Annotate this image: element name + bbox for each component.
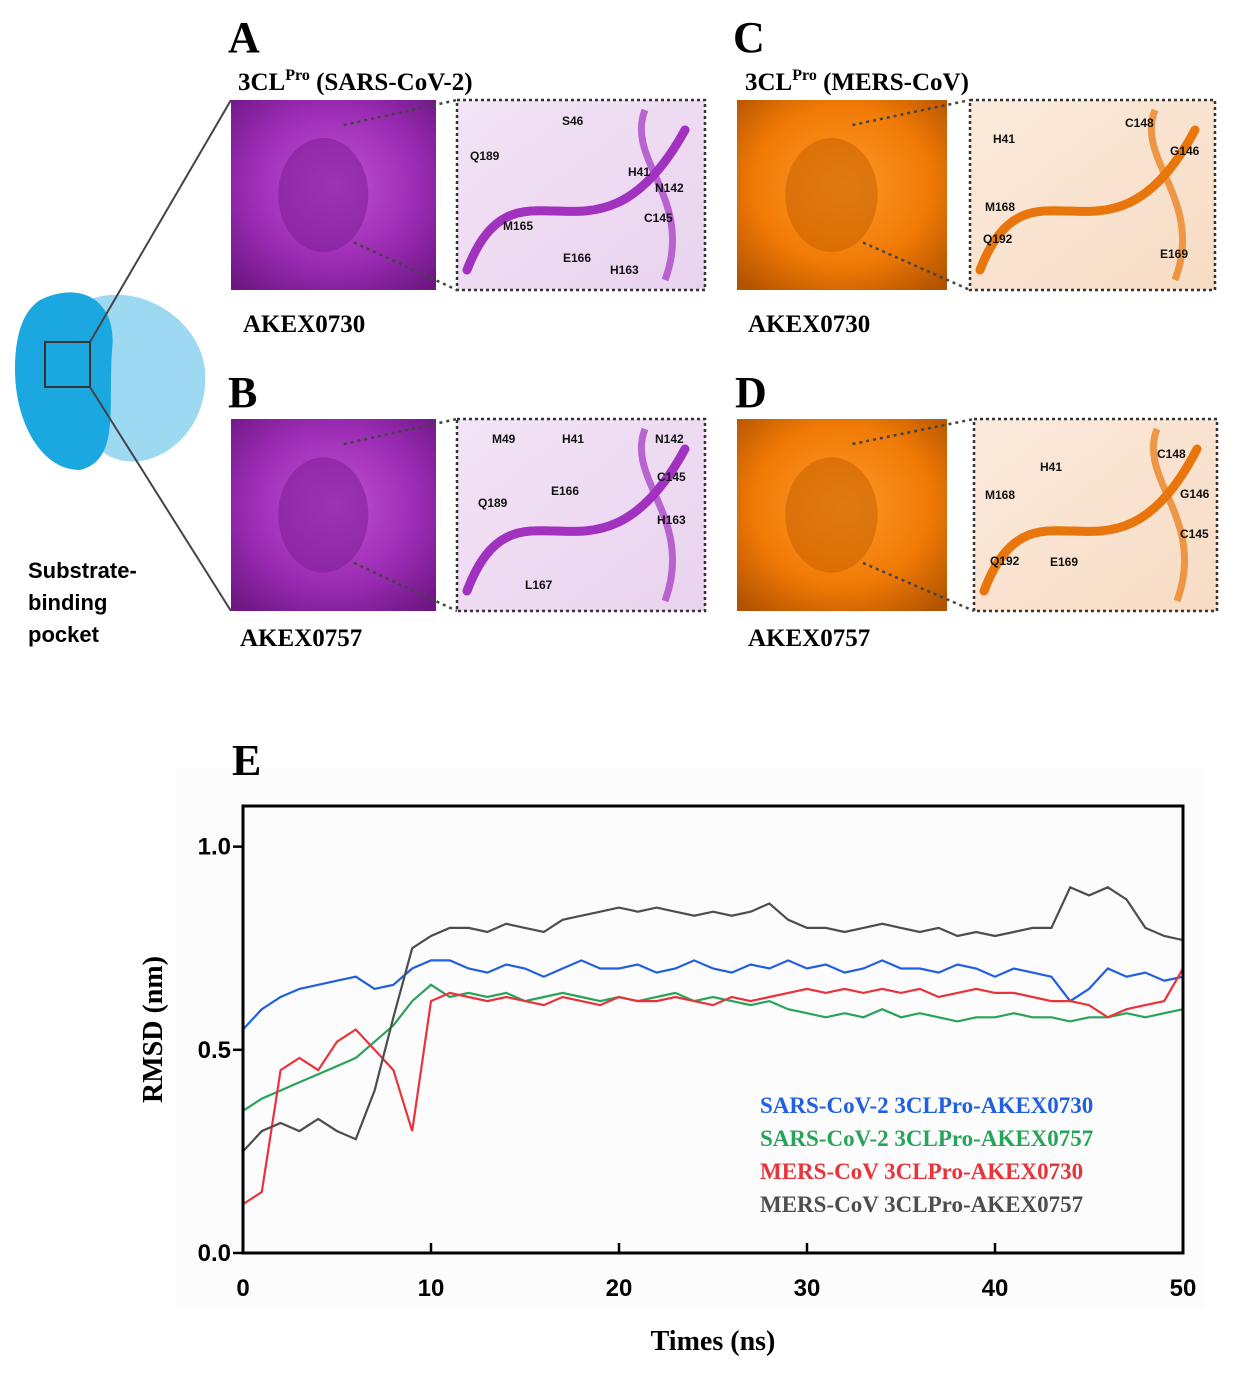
- compound-label: AKEX0730: [243, 311, 365, 338]
- residue-label: H41: [562, 432, 584, 446]
- ribbon: [637, 427, 677, 603]
- residue-label: H163: [657, 513, 686, 527]
- residue-label: H41: [1040, 460, 1062, 474]
- panel-letter: E: [232, 736, 261, 785]
- plot-background: [175, 768, 1205, 1308]
- zoom-connector: [862, 241, 971, 292]
- legend-entry: MERS-CoV 3CLPro-AKEX0757: [760, 1192, 1083, 1217]
- panel: C 3CLPro (MERS-CoV) H41 C148 G146 M168 Q192 E16…: [733, 13, 1217, 338]
- panel-letter: A: [228, 13, 260, 62]
- title-sup: Pro: [792, 67, 817, 84]
- zoom-image: [455, 417, 707, 613]
- panel-letter: D: [735, 368, 767, 417]
- residue-label: H163: [610, 263, 639, 277]
- overview-protein: [15, 99, 232, 612]
- panel-title: 3CLPro (MERS-CoV): [745, 67, 969, 96]
- ribbon: [979, 444, 1202, 596]
- ribbon: [462, 444, 690, 596]
- zoom-connector: [353, 561, 458, 613]
- legend-entry: SARS-CoV-2 3CLPro-AKEX0730: [760, 1093, 1093, 1118]
- zoom-connector: [343, 98, 458, 127]
- zoom-connector: [353, 241, 458, 292]
- residue-label: E169: [1160, 247, 1188, 261]
- title-rest: (SARS-CoV-2): [310, 69, 473, 96]
- residue-label: L167: [525, 578, 553, 592]
- series-line: [243, 959, 1183, 1031]
- compound-label: AKEX0757: [748, 625, 870, 652]
- x-tick-label: 40: [982, 1275, 1009, 1302]
- title-main: 3CL: [745, 69, 792, 96]
- legend-entry: SARS-CoV-2 3CLPro-AKEX0757: [760, 1126, 1093, 1151]
- pocket: [278, 138, 369, 252]
- residue-label: M49: [492, 432, 516, 446]
- residue-label: C148: [1125, 116, 1154, 130]
- panel-letter: B: [228, 368, 257, 417]
- residue-label: M165: [503, 219, 533, 233]
- series-line: [243, 885, 1183, 1153]
- x-axis-label: Times (ns): [651, 1326, 776, 1357]
- overview-label: Substrate-: [28, 558, 137, 583]
- residue-label: Q192: [990, 554, 1020, 568]
- x-tick-label: 30: [794, 1275, 821, 1302]
- y-axis-label: RMSD (nm): [138, 956, 169, 1103]
- x-tick-label: 0: [236, 1275, 249, 1302]
- residue-label: H41: [993, 132, 1015, 146]
- overview-label: binding: [28, 590, 107, 615]
- residue-label: E166: [551, 484, 579, 498]
- residue-label: G146: [1180, 487, 1210, 501]
- residue-label: Q192: [983, 232, 1013, 246]
- ribbon: [462, 125, 690, 275]
- panel-letter: C: [733, 13, 765, 62]
- residue-label: C145: [644, 211, 673, 225]
- panel: B M49 H41 N142 Q189 E166 C145 H163 L167 AKEX0757: [228, 368, 707, 652]
- residue-label: N142: [655, 181, 684, 195]
- residue-label: C145: [1180, 527, 1209, 541]
- compound-label: AKEX0730: [748, 311, 870, 338]
- residue-label: M168: [985, 200, 1015, 214]
- overview-label: pocket: [28, 622, 100, 647]
- residue-label: Q189: [470, 149, 500, 163]
- panel-title: 3CLPro (SARS-CoV-2): [238, 67, 473, 96]
- residue-label: C145: [657, 470, 686, 484]
- ribbon: [1147, 108, 1187, 282]
- title-main: 3CL: [238, 69, 285, 96]
- y-tick-label: 1.0: [198, 834, 231, 861]
- panel: A 3CLPro (SARS-CoV-2) S46 Q189 H41 N142 M165 C1…: [228, 13, 707, 338]
- x-tick-label: 20: [606, 1275, 633, 1302]
- x-tick-label: 10: [418, 1275, 445, 1302]
- title-sup: Pro: [285, 67, 310, 84]
- residue-label: Q189: [478, 496, 508, 510]
- residue-label: E169: [1050, 555, 1078, 569]
- ribbon: [975, 125, 1200, 275]
- pocket: [785, 457, 878, 573]
- pocket: [278, 457, 369, 573]
- residue-label: N142: [655, 432, 684, 446]
- panel: D H41 C148 M168 G146 C145 Q192 E169 AKEX0757: [735, 368, 1219, 652]
- series-line: [243, 967, 1183, 1206]
- ribbon: [1149, 427, 1189, 603]
- title-rest: (MERS-CoV): [817, 69, 969, 96]
- compound-label: AKEX0757: [240, 625, 362, 652]
- residue-label: H41: [628, 165, 650, 179]
- residue-label: M168: [985, 488, 1015, 502]
- x-tick-label: 50: [1170, 1275, 1197, 1302]
- zoom-connector: [343, 417, 458, 446]
- y-tick-label: 0.5: [198, 1037, 231, 1064]
- zoom-connector: [862, 561, 975, 613]
- series-line: [243, 983, 1183, 1112]
- residue-label: S46: [562, 114, 584, 128]
- residue-label: G146: [1170, 144, 1200, 158]
- legend-entry: MERS-CoV 3CLPro-AKEX0730: [760, 1159, 1083, 1184]
- y-tick-label: 0.0: [198, 1240, 231, 1267]
- residue-label: C148: [1157, 447, 1186, 461]
- ribbon: [637, 108, 677, 282]
- plot-frame: [241, 804, 1185, 1255]
- residue-label: E166: [563, 251, 591, 265]
- pocket: [785, 138, 878, 252]
- zoom-connector: [852, 98, 971, 127]
